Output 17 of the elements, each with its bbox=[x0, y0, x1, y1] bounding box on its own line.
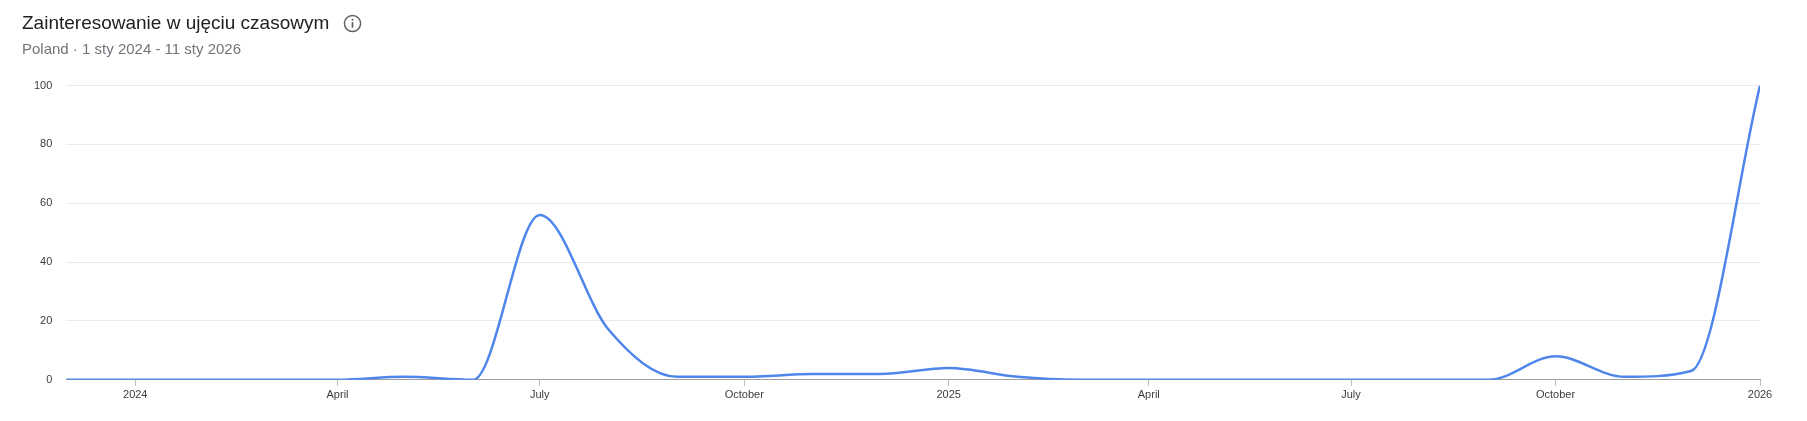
y-tick-label: 100 bbox=[33, 78, 53, 91]
y-tick-label: 20 bbox=[40, 313, 53, 326]
x-tick-label: 2025 bbox=[936, 388, 961, 401]
y-tick-label: 0 bbox=[46, 372, 53, 385]
x-tick-label: October bbox=[724, 388, 765, 401]
chart-subtitle: Poland · 1 sty 2024 - 11 sty 2026 bbox=[21, 40, 243, 57]
y-tick-label: 60 bbox=[40, 196, 53, 209]
x-tick-label: July bbox=[1341, 388, 1362, 401]
x-tick-label: 2026 bbox=[1747, 388, 1773, 401]
chart-title: Zainteresowanie w ujęciu czasowym bbox=[22, 12, 330, 34]
x-tick-label: July bbox=[529, 388, 551, 401]
x-tick-label: April bbox=[326, 388, 349, 401]
x-tick-label: April bbox=[1137, 388, 1160, 401]
y-tick-label: 80 bbox=[40, 137, 53, 150]
x-tick-label: 2024 bbox=[123, 388, 148, 401]
y-tick-label: 40 bbox=[40, 255, 53, 268]
x-tick-label: October bbox=[1535, 388, 1576, 401]
